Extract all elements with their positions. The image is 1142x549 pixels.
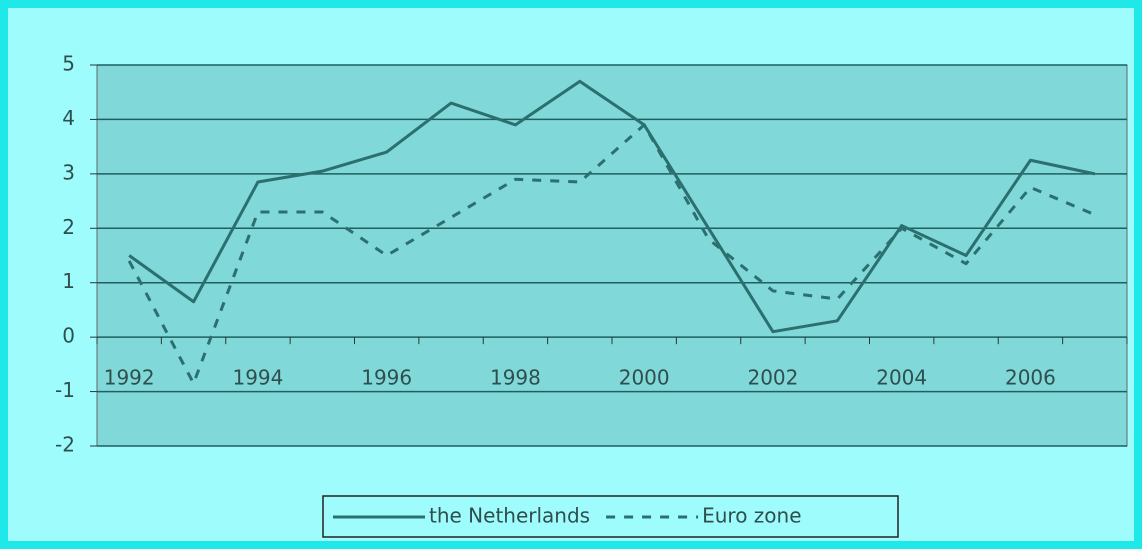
y-tick-label: 5 — [62, 52, 75, 76]
y-tick-label: 2 — [62, 215, 75, 239]
x-tick-label: 2002 — [747, 366, 798, 390]
legend-label: the Netherlands — [429, 504, 590, 528]
y-tick-label: -2 — [55, 433, 75, 457]
y-tick-label: 1 — [62, 269, 75, 293]
x-tick-label: 2006 — [1005, 366, 1056, 390]
y-tick-label: 3 — [62, 160, 75, 184]
y-tick-label: -1 — [55, 378, 75, 402]
x-tick-label: 2000 — [619, 366, 670, 390]
x-tick-label: 1992 — [104, 366, 155, 390]
x-tick-label: 1998 — [490, 366, 541, 390]
plot-area — [96, 64, 1128, 447]
y-tick-label: 0 — [62, 324, 75, 348]
series-line — [128, 79, 1096, 334]
y-tick-label: 4 — [62, 106, 75, 130]
x-tick-label: 2004 — [876, 366, 927, 390]
x-tick-label: 1994 — [232, 366, 283, 390]
series-line — [127, 123, 1096, 385]
legend-label: Euro zone — [702, 504, 801, 528]
x-tick-label: 1996 — [361, 366, 412, 390]
